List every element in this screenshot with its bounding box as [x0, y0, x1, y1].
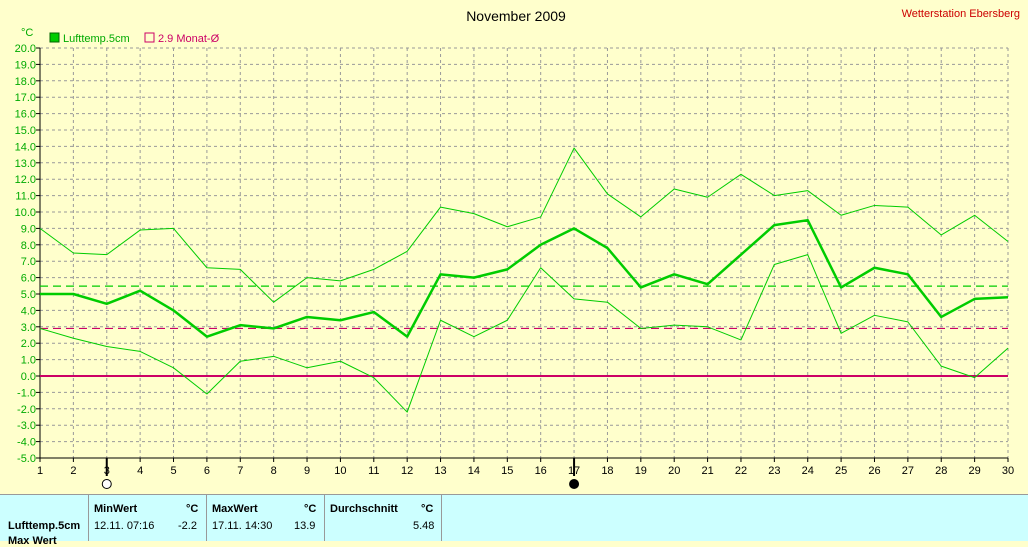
stats-separator	[206, 495, 207, 541]
max-value: 13.9	[294, 520, 316, 532]
x-tick-label: 12	[401, 465, 413, 477]
x-tick-label: 4	[137, 465, 143, 477]
y-tick-label: 20.0	[15, 43, 36, 55]
x-tick-label: 19	[635, 465, 647, 477]
chart-title: November 2009	[466, 8, 566, 24]
y-tick-label: 12.0	[15, 174, 36, 186]
y-tick-label: 10.0	[15, 207, 36, 219]
series-line-mean	[40, 218, 1009, 338]
legend-swatch-mean	[49, 32, 60, 43]
y-tick-label: 11.0	[15, 191, 36, 203]
full-moon-icon	[101, 479, 112, 489]
stats-separator	[324, 495, 325, 541]
x-tick-label: 29	[968, 465, 980, 477]
y-tick-label: 5.0	[21, 289, 36, 301]
x-tick-label: 30	[1002, 465, 1014, 477]
y-tick-label: -4.0	[17, 437, 36, 449]
x-tick-label: 18	[601, 465, 613, 477]
y-tick-label: 6.0	[21, 273, 36, 285]
stats-panel: MinWert °C MaxWert °C Durchschnitt °C Lu…	[0, 494, 1028, 547]
y-tick-label: 18.0	[15, 76, 36, 88]
reference-lines	[40, 285, 1008, 377]
avg-unit: °C	[421, 503, 434, 515]
x-tick-label: 20	[668, 465, 680, 477]
y-tick-label: 8.0	[21, 240, 36, 252]
max-header: MaxWert	[212, 503, 258, 515]
min-datetime: 12.11. 07:16	[94, 520, 155, 532]
x-tick-label: 26	[868, 465, 880, 477]
y-tick-label: 7.0	[21, 256, 36, 268]
y-tick-label: -5.0	[17, 453, 36, 465]
series-lines	[39, 147, 1009, 413]
station-name: Wetterstation Ebersberg	[902, 8, 1020, 20]
x-tick-label: 23	[768, 465, 780, 477]
min-value: -2.2	[178, 520, 197, 532]
max-unit: °C	[304, 503, 317, 515]
y-tick-label: 3.0	[21, 322, 36, 334]
min-header: MinWert	[94, 503, 138, 515]
legend: Lufttemp.5cm 2.9 Monat-Ø	[49, 32, 220, 45]
x-tick-label: 25	[835, 465, 847, 477]
x-tick-label: 1	[37, 465, 43, 477]
stats-row-label: Lufttemp.5cm	[8, 520, 81, 532]
x-tick-label: 6	[204, 465, 210, 477]
stats-separator	[88, 495, 89, 541]
y-tick-label: 14.0	[15, 141, 36, 153]
grid	[39, 47, 1009, 459]
x-tick-label: 7	[237, 465, 243, 477]
y-tick-label: 13.0	[15, 158, 36, 170]
avg-header: Durchschnitt	[330, 503, 398, 515]
x-tick-label: 5	[170, 465, 176, 477]
y-tick-label: 2.0	[21, 338, 36, 350]
y-tick-label: -2.0	[17, 404, 36, 416]
y-tick-label: 9.0	[21, 223, 36, 235]
max-datetime: 17.11. 14:30	[212, 520, 273, 532]
series-line-min	[39, 254, 1009, 413]
y-tick-label: 19.0	[15, 59, 36, 71]
moon-phase-markers	[101, 458, 580, 489]
stats-row-label-cutoff: Max Wert	[8, 535, 57, 547]
y-tick-label: 0.0	[21, 371, 36, 383]
legend-label-monthly: 2.9 Monat-Ø	[158, 33, 220, 45]
y-tick-label: 1.0	[21, 355, 36, 367]
min-unit: °C	[186, 503, 199, 515]
axes: -5.0 -4.0 -3.0 -2.0 -1.0 0.0 1.0 2.0 3.0 4.0 5.0 6.…	[15, 43, 1015, 477]
x-tick-label: 22	[735, 465, 747, 477]
legend-swatch-monthly	[144, 32, 155, 43]
x-tick-label: 21	[701, 465, 713, 477]
stats-separator	[441, 495, 442, 541]
x-tick-label: 16	[535, 465, 547, 477]
x-tick-label: 11	[368, 465, 379, 477]
legend-label-mean: Lufttemp.5cm	[63, 33, 130, 45]
y-tick-label: -3.0	[17, 420, 36, 432]
x-tick-label: 9	[304, 465, 310, 477]
x-tick-label: 15	[501, 465, 513, 477]
y-tick-label: -1.0	[17, 387, 36, 399]
y-tick-label: 16.0	[15, 109, 36, 121]
y-tick-label: 4.0	[21, 305, 36, 317]
new-moon-icon	[569, 479, 580, 489]
y-axis-unit: °C	[21, 27, 33, 39]
x-tick-label: 24	[802, 465, 814, 477]
avg-value: 5.48	[413, 520, 435, 532]
x-tick-label: 28	[935, 465, 947, 477]
y-tick-label: 15.0	[15, 125, 36, 137]
x-tick-label: 13	[434, 465, 446, 477]
x-tick-label: 8	[271, 465, 277, 477]
x-tick-label: 10	[334, 465, 346, 477]
x-tick-label: 27	[902, 465, 914, 477]
y-tick-label: 17.0	[15, 92, 36, 104]
chart-area: -5.0 -4.0 -3.0 -2.0 -1.0 0.0 1.0 2.0 3.0 4.0 5.0 6.…	[15, 8, 1020, 489]
x-tick-label: 2	[70, 465, 76, 477]
x-tick-label: 14	[468, 465, 480, 477]
series-line-max	[39, 147, 1009, 303]
